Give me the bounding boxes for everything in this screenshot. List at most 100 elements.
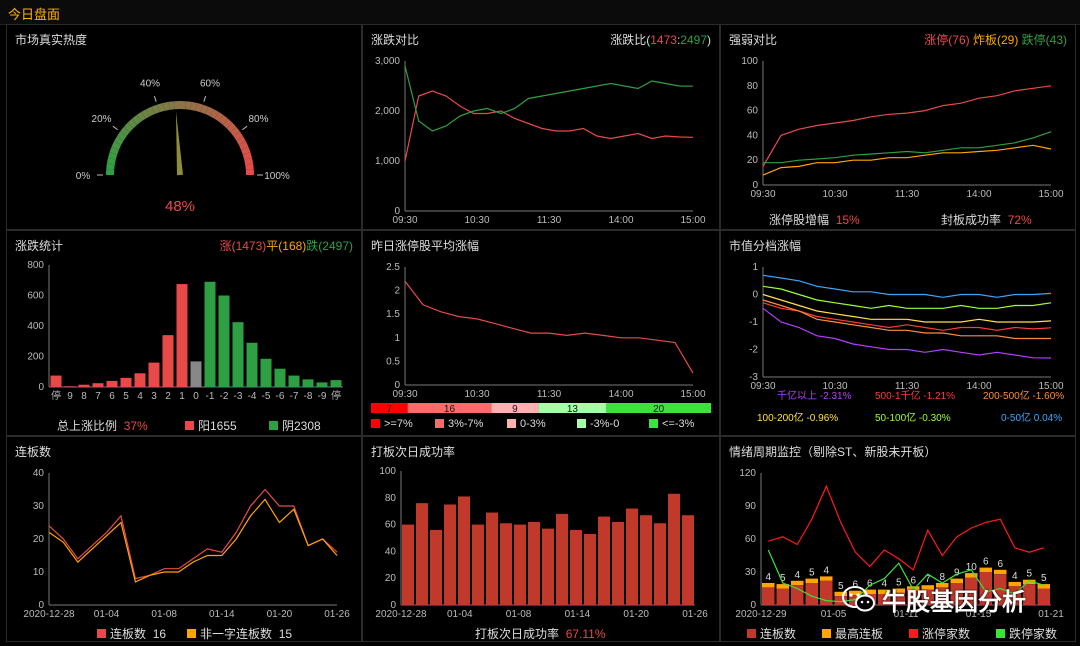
y-tick-label: 2,000 [375, 106, 400, 117]
legend-label: 3%-7% [448, 418, 484, 430]
y-tick-label: 30 [745, 567, 757, 578]
series-line [762, 302, 1052, 331]
gauge-tick-label: 20% [92, 114, 112, 125]
panel-title: 强弱对比 [729, 33, 778, 47]
bar [542, 528, 554, 605]
legend-label: 200-500亿 -1.60% [983, 389, 1064, 402]
series-line [762, 293, 1052, 323]
dashboard-grid: 市场真实热度 0% 20% 40% 60% 80% 100% 48% 涨跌对比 涨跌比(14… [0, 24, 1080, 646]
gauge-arc-segment [151, 104, 160, 115]
panel-title: 打板次日成功率 [371, 445, 456, 459]
x-tick-label: 7 [95, 391, 101, 402]
x-tick-label: -3 [234, 391, 243, 402]
bar [668, 493, 680, 605]
bar-max-board [805, 578, 818, 583]
ratio-prefix: 涨跌比( [610, 33, 651, 47]
gauge-tick-label: 80% [248, 114, 268, 125]
bar-label: 5 [1026, 569, 1032, 580]
bar-max-board [834, 591, 847, 597]
gauge-arc-segment [244, 157, 254, 165]
distribution-count: 20 [653, 404, 665, 415]
yesterday-line-chart: 0 0.5 1 1.5 2 2.5 09:30 10:30 11:30 14:00 15:00 7 16… [371, 262, 711, 430]
legend-limit-up: 涨停(76) [924, 33, 970, 47]
x-tick-label: 15:00 [680, 389, 705, 400]
y-tick-label: 0 [394, 380, 400, 391]
bar [106, 380, 118, 387]
bar [416, 503, 428, 605]
bar-board-count [965, 577, 978, 605]
x-tick-label: 01-20 [267, 609, 293, 620]
y-tick-label: 0 [390, 600, 396, 611]
distribution-segment [371, 403, 408, 413]
x-tick-label: 11:30 [537, 389, 562, 400]
x-tick-label: 14:00 [608, 215, 633, 226]
y-tick-label: 800 [27, 260, 44, 271]
gauge-arc-segment [157, 103, 165, 113]
x-tick-label: 8 [81, 391, 87, 402]
y-tick-label: 2 [394, 286, 400, 297]
panel-title: 情绪周期监控（剔除ST、新股未开板） [729, 445, 937, 459]
y-tick-label: 30 [33, 501, 45, 512]
bar-label: 4 [881, 579, 887, 590]
x-tick-label: 5 [123, 391, 129, 402]
bar [402, 524, 414, 605]
bar [584, 533, 596, 605]
distribution-count: 9 [512, 404, 518, 415]
legend-label: 跌停家数 [1009, 627, 1058, 641]
y-tick-label: 1 [394, 333, 400, 344]
bar [134, 373, 146, 387]
gauge-arc-segment [108, 152, 118, 160]
y-tick-label: 100 [379, 466, 396, 477]
gauge-arc-segment [240, 146, 251, 155]
bar-board-count [936, 587, 949, 605]
legend-label: 连板数 [110, 627, 147, 641]
bar-max-board [979, 567, 992, 572]
bar-label: 5 [780, 573, 786, 584]
bar-label: 6 [867, 579, 873, 590]
bar [472, 524, 484, 605]
gauge-arc-segment [190, 101, 198, 111]
bar-max-board [1037, 584, 1050, 589]
y-tick-label: 120 [739, 468, 756, 479]
legend-label: <=-3% [662, 418, 695, 430]
legend-swatch [97, 629, 106, 638]
gauge-arc-segment [168, 101, 175, 110]
bar-board-count [950, 583, 963, 605]
y-tick-label: 0 [38, 382, 44, 393]
legend-item: 跌停家数 [996, 625, 1057, 642]
y-tick-label: 400 [27, 321, 44, 332]
y-tick-label: 40 [747, 130, 759, 141]
gauge-arc-segment [233, 131, 244, 141]
footer-label: 阴2308 [282, 419, 321, 433]
x-tick-label: -9 [318, 391, 327, 402]
y-tick-label: 100 [741, 56, 758, 67]
market-cap-line-chart: -3 -2 -1 0 1 09:30 10:30 11:30 14:00 15:00 千亿以上 -2… [749, 262, 1064, 424]
strength-footer-right: 封板成功率 72% [941, 211, 1032, 228]
panel-strength-compare: 强弱对比 涨停(76) 炸板(29) 跌停(43) 0 20 40 60 80 100 09… [720, 24, 1076, 230]
distribution-segment [538, 403, 607, 413]
bar-board-count [1023, 584, 1036, 605]
gauge-tick [203, 95, 207, 102]
bar [274, 368, 286, 387]
bar-label: 10 [966, 562, 978, 573]
watermark: 牛股基因分析 [842, 582, 1052, 616]
x-tick-label: 11:30 [537, 215, 562, 226]
panel-yesterday-limitup: 昨日涨停股平均涨幅 0 0.5 1 1.5 2 2.5 09:30 10:30 11:30 14:… [362, 230, 720, 436]
panel-emotion-cycle: 情绪周期监控（剔除ST、新股未开板） 0 30 60 90 120 2020-12-29 0… [720, 436, 1076, 642]
panel-updown-compare: 涨跌对比 涨跌比(1473:2497) 0 1,000 2,000 3,000 09:3… [362, 24, 720, 230]
legend-label: 500-1千亿 -1.21% [875, 389, 955, 402]
gauge-arc-segment [226, 122, 237, 133]
distribution-count: 7 [387, 404, 393, 415]
bar [78, 384, 90, 387]
x-tick-label: -1 [206, 391, 215, 402]
x-tick-label: 10:30 [822, 381, 847, 392]
bar [514, 524, 526, 605]
series-line [762, 85, 1052, 167]
gauge-arc-segment [195, 103, 203, 113]
legend-broken-board: 炸板(29) [972, 33, 1019, 47]
y-tick-label: 200 [27, 352, 44, 363]
x-tick-label: -2 [220, 391, 229, 402]
gauge-arc-segment [123, 122, 134, 133]
bar [190, 361, 202, 387]
y-tick-label: 20 [385, 573, 397, 584]
